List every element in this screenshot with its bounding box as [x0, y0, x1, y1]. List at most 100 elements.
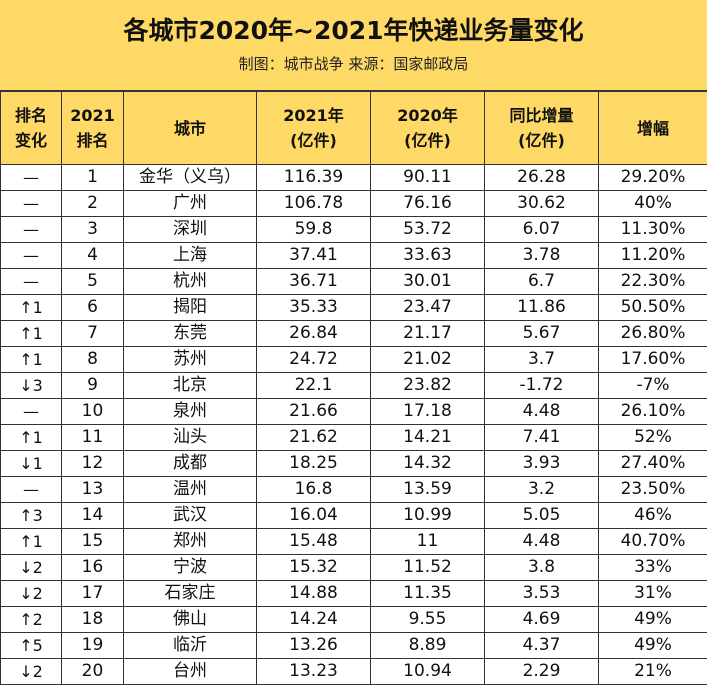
cell-rank-change: ↓3	[0, 372, 62, 399]
cell-growth-rate: 50.50%	[598, 294, 707, 321]
cell-growth-rate: 21%	[598, 658, 707, 685]
cell-volume-2020: 33.63	[370, 242, 485, 269]
cell-volume-2021: 116.39	[256, 164, 371, 191]
source-subtitle: 制图：城市战争 来源：国家邮政局	[238, 55, 469, 73]
table-row: ↓2 17 石家庄 14.88 11.35 3.53 31%	[0, 580, 707, 607]
cell-rank-change: ↑1	[0, 528, 62, 555]
cell-volume-2020: 30.01	[370, 268, 485, 295]
cell-rank-2021: 20	[61, 658, 124, 685]
column-header-rank-change: 排名 变化	[0, 91, 62, 165]
cell-rank-2021: 2	[61, 190, 124, 217]
cell-volume-2021: 26.84	[256, 320, 371, 347]
cell-growth-rate: 33%	[598, 554, 707, 581]
cell-volume-2020: 90.11	[370, 164, 485, 191]
cell-volume-2021: 14.24	[256, 606, 371, 633]
cell-rank-2021: 19	[61, 632, 124, 659]
header-line1: 2021	[70, 106, 115, 125]
cell-rank-2021: 9	[61, 372, 124, 399]
header-row: 排名 变化 2021 排名 城市 2021年 (亿件) 2020年 (亿件) 同比增量 (亿件) 增幅	[0, 91, 707, 165]
cell-city: 武汉	[123, 502, 257, 529]
cell-rank-change: ↑5	[0, 632, 62, 659]
header-line2: 变化	[14, 131, 47, 150]
column-header-growth-rate: 增幅	[598, 91, 707, 165]
cell-rank-2021: 11	[61, 424, 124, 451]
cell-volume-2020: 21.17	[370, 320, 485, 347]
cell-volume-2020: 17.18	[370, 398, 485, 425]
cell-rank-change: ↑3	[0, 502, 62, 529]
header-line1: 同比增量	[509, 106, 574, 125]
cell-yoy-increase: 11.86	[484, 294, 599, 321]
cell-volume-2021: 15.32	[256, 554, 371, 581]
cell-volume-2020: 23.82	[370, 372, 485, 399]
cell-city: 宁波	[123, 554, 257, 581]
cell-yoy-increase: 5.67	[484, 320, 599, 347]
cell-volume-2020: 23.47	[370, 294, 485, 321]
cell-rank-change: ↑1	[0, 346, 62, 373]
cell-growth-rate: 26.10%	[598, 398, 707, 425]
table-row: ↑1 6 揭阳 35.33 23.47 11.86 50.50%	[0, 294, 707, 321]
cell-yoy-increase: -1.72	[484, 372, 599, 399]
cell-city: 东莞	[123, 320, 257, 347]
cell-city: 上海	[123, 242, 257, 269]
table-row: —10 泉州 21.66 17.18 4.48 26.10%	[0, 398, 707, 425]
cell-yoy-increase: 3.78	[484, 242, 599, 269]
cell-rank-change: ↑1	[0, 294, 62, 321]
header-line1: 2021年	[283, 106, 344, 125]
cell-yoy-increase: 3.7	[484, 346, 599, 373]
cell-volume-2021: 16.04	[256, 502, 371, 529]
table-row: ↓2 16 宁波 15.32 11.52 3.8 33%	[0, 554, 707, 581]
cell-growth-rate: 11.20%	[598, 242, 707, 269]
cell-rank-2021: 10	[61, 398, 124, 425]
cell-volume-2021: 13.23	[256, 658, 371, 685]
cell-rank-change: —	[0, 242, 62, 269]
cell-growth-rate: 11.30%	[598, 216, 707, 243]
cell-volume-2021: 21.66	[256, 398, 371, 425]
cell-city: 台州	[123, 658, 257, 685]
cell-growth-rate: 40.70%	[598, 528, 707, 555]
cell-volume-2020: 13.59	[370, 476, 485, 503]
cell-yoy-increase: 7.41	[484, 424, 599, 451]
cell-growth-rate: 49%	[598, 606, 707, 633]
cell-rank-2021: 12	[61, 450, 124, 477]
cell-city: 杭州	[123, 268, 257, 295]
cell-rank-change: ↑1	[0, 320, 62, 347]
cell-rank-2021: 15	[61, 528, 124, 555]
column-header-volume-2020: 2020年 (亿件)	[370, 91, 485, 165]
cell-city: 泉州	[123, 398, 257, 425]
cell-growth-rate: 46%	[598, 502, 707, 529]
cell-yoy-increase: 3.53	[484, 580, 599, 607]
cell-rank-change: ↓2	[0, 554, 62, 581]
cell-yoy-increase: 6.7	[484, 268, 599, 295]
cell-city: 临沂	[123, 632, 257, 659]
cell-yoy-increase: 3.93	[484, 450, 599, 477]
cell-city: 佛山	[123, 606, 257, 633]
header-line1: 增幅	[636, 118, 669, 138]
cell-volume-2020: 11.52	[370, 554, 485, 581]
cell-volume-2020: 14.21	[370, 424, 485, 451]
cell-city: 郑州	[123, 528, 257, 555]
cell-rank-change: ↑2	[0, 606, 62, 633]
cell-yoy-increase: 4.37	[484, 632, 599, 659]
cell-volume-2021: 24.72	[256, 346, 371, 373]
cell-city: 苏州	[123, 346, 257, 373]
cell-yoy-increase: 30.62	[484, 190, 599, 217]
cell-city: 北京	[123, 372, 257, 399]
cell-growth-rate: 22.30%	[598, 268, 707, 295]
cell-volume-2021: 106.78	[256, 190, 371, 217]
cell-yoy-increase: 5.05	[484, 502, 599, 529]
cell-growth-rate: 49%	[598, 632, 707, 659]
cell-rank-2021: 17	[61, 580, 124, 607]
cell-volume-2021: 13.26	[256, 632, 371, 659]
cell-rank-2021: 6	[61, 294, 124, 321]
header-line2: (亿件)	[404, 131, 451, 150]
cell-volume-2021: 16.8	[256, 476, 371, 503]
header-line2: (亿件)	[290, 131, 337, 150]
cell-growth-rate: 29.20%	[598, 164, 707, 191]
cell-volume-2020: 10.94	[370, 658, 485, 685]
cell-growth-rate: 52%	[598, 424, 707, 451]
header-line2: (亿件)	[518, 131, 565, 150]
cell-growth-rate: -7%	[598, 372, 707, 399]
cell-volume-2020: 14.32	[370, 450, 485, 477]
cell-volume-2021: 15.48	[256, 528, 371, 555]
cell-yoy-increase: 6.07	[484, 216, 599, 243]
